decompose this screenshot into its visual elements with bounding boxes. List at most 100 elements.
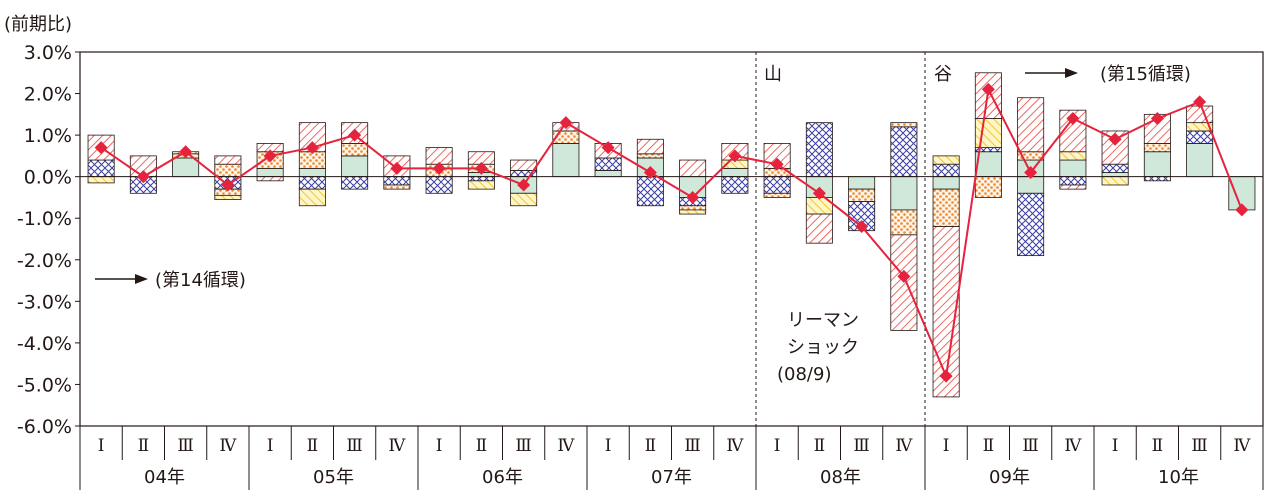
bar-segment	[1059, 159, 1087, 178]
bar-segment	[721, 167, 749, 178]
year-label: 07年	[651, 467, 692, 488]
quarter-label: Ⅲ	[853, 436, 869, 456]
quarter-label: Ⅰ	[1112, 436, 1119, 456]
quarter-label: Ⅱ	[1152, 436, 1164, 456]
quarter-label: Ⅲ	[515, 436, 531, 456]
bar-segment	[298, 188, 326, 207]
year-label: 10年	[1158, 467, 1199, 488]
bar-segment	[1143, 143, 1171, 153]
quarter-label: Ⅱ	[814, 436, 826, 456]
bar-segment	[763, 192, 791, 198]
y-axis-ticks: 3.0% 2.0% 1.0% 0.0% -1.0% -2.0% -3.0% -4.0% -5.0…	[17, 42, 80, 438]
bar-segment	[974, 176, 1002, 198]
bar-segment	[1017, 97, 1045, 153]
quarter-label: Ⅲ	[346, 436, 362, 456]
quarter-label: Ⅲ	[1022, 436, 1038, 456]
bar-segment	[932, 188, 960, 227]
line-marker	[939, 369, 953, 383]
quarter-label: Ⅱ	[645, 436, 657, 456]
x-axis: Ⅰ Ⅱ Ⅲ Ⅳ Ⅰ Ⅱ Ⅲ Ⅳ Ⅰ Ⅱ Ⅲ Ⅳ Ⅰ Ⅱ Ⅲ Ⅳ Ⅰ Ⅱ Ⅲ Ⅳ Ⅰ Ⅱ Ⅲ Ⅳ Ⅰ Ⅱ Ⅲ Ⅳ 04年 05年 06年 07年…	[79, 426, 1264, 490]
peak-label: 山	[764, 64, 782, 85]
line-marker	[770, 157, 784, 171]
bar-segment	[1059, 151, 1087, 161]
line-marker	[179, 145, 193, 159]
bar-segment	[763, 176, 791, 194]
quarter-label: Ⅳ	[557, 436, 575, 456]
bar-segment	[298, 151, 326, 169]
bar-segment	[679, 205, 707, 211]
bar-segment	[341, 176, 369, 190]
line-marker	[686, 190, 700, 204]
plot-frame	[79, 51, 1264, 427]
bar-segment	[510, 192, 538, 207]
y-tick-label: -4.0%	[17, 333, 72, 355]
line-marker	[136, 170, 150, 184]
bar-segment	[87, 159, 115, 178]
bar-segment	[594, 157, 622, 171]
line-marker	[1150, 111, 1164, 125]
line-marker	[897, 269, 911, 283]
quarter-label: Ⅳ	[388, 436, 406, 456]
quarter-label: Ⅰ	[436, 436, 443, 456]
bar-segment	[679, 209, 707, 215]
bar-segment	[636, 153, 664, 159]
bar-segment	[1101, 172, 1129, 178]
quarter-label: Ⅲ	[177, 436, 193, 456]
y-tick-label: -1.0%	[17, 208, 72, 230]
bar-segment	[932, 176, 960, 190]
year-label: 08年	[820, 467, 861, 488]
bar-segment	[805, 122, 833, 178]
line-marker	[728, 149, 742, 163]
bar-segment	[1186, 105, 1214, 124]
bar-segment	[1017, 176, 1045, 194]
bar-segment	[932, 155, 960, 165]
bar-segment	[890, 122, 918, 128]
quarter-label: Ⅰ	[98, 436, 105, 456]
bar-segment	[256, 167, 284, 178]
y-tick-label: -2.0%	[17, 250, 72, 272]
y-tick-label: 0.0%	[24, 167, 72, 189]
quarter-label: Ⅲ	[684, 436, 700, 456]
line-marker	[1193, 95, 1207, 109]
line-marker	[517, 178, 531, 192]
quarter-label: Ⅰ	[943, 436, 950, 456]
bar-segment	[341, 155, 369, 178]
line-marker	[559, 116, 573, 130]
bar-segment	[298, 176, 326, 190]
bar-segment	[594, 170, 622, 178]
y-tick-label: -5.0%	[17, 374, 72, 396]
bar-segment	[1143, 176, 1171, 182]
trough-label: 谷	[934, 64, 952, 85]
bar-segment	[467, 180, 495, 190]
cycle14-label: (第14循環)	[155, 270, 246, 291]
year-label: 09年	[989, 467, 1030, 488]
line-marker	[94, 141, 108, 155]
bar-segment	[425, 147, 453, 165]
bar-segment	[510, 159, 538, 171]
year-label: 04年	[144, 467, 185, 488]
bar-segment	[1059, 176, 1087, 186]
bar-segment	[1101, 163, 1129, 173]
bar-segment	[256, 176, 284, 182]
bar-segment	[425, 176, 453, 194]
line-marker	[390, 161, 404, 175]
y-tick-label: 1.0%	[24, 125, 72, 147]
growth-line	[94, 82, 1249, 383]
line-marker	[474, 161, 488, 175]
line-marker	[1235, 203, 1249, 217]
line-marker	[601, 141, 615, 155]
bar-segment	[341, 143, 369, 157]
bar-segment	[214, 163, 242, 178]
quarter-label: Ⅰ	[267, 436, 274, 456]
line-marker	[432, 161, 446, 175]
line-marker	[305, 141, 319, 155]
line-marker	[812, 186, 826, 200]
bar-segment	[1186, 143, 1214, 178]
y-tick-label: 3.0%	[24, 42, 72, 64]
bar-segment	[383, 176, 411, 186]
bar-segment	[932, 163, 960, 178]
bar-segment	[890, 209, 918, 236]
bar-segment	[552, 143, 580, 178]
y-tick-label: 2.0%	[24, 84, 72, 106]
